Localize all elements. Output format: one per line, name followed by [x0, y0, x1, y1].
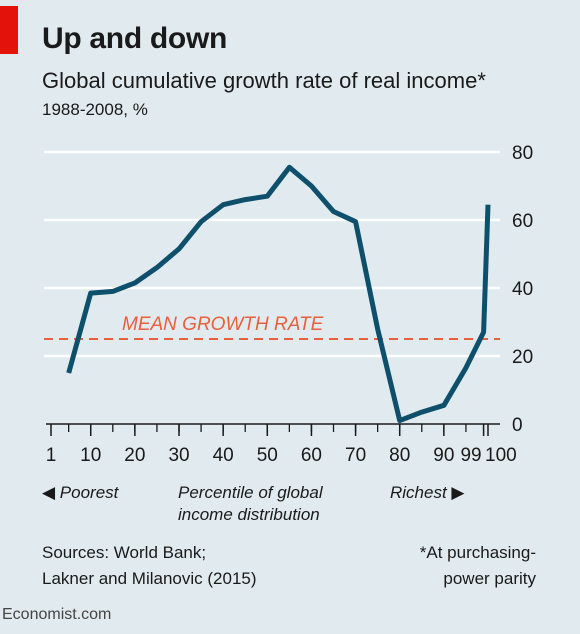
- income-growth-line: [66, 164, 491, 424]
- chart-title: Up and down: [42, 22, 228, 55]
- y-tick-label: 0: [512, 415, 523, 436]
- publisher-credit: Economist.com: [2, 606, 112, 623]
- source-note: Sources: World Bank; Lakner and Milanovi…: [42, 540, 257, 592]
- chart-subtitle: Global cumulative growth rate of real in…: [42, 68, 486, 93]
- line-chart: 0 20 40 60 80 1 10 20 30 40 50 60 70 80 90 99 100 MEAN G…: [44, 143, 533, 466]
- x-axis-title-line1: Percentile of global: [178, 483, 323, 502]
- x-tick-label: 99: [460, 445, 481, 466]
- accent-tag: [0, 6, 18, 54]
- footnote-line-2: power parity: [443, 569, 536, 588]
- x-tick-label: 30: [168, 445, 189, 466]
- x-tick-label: 60: [301, 445, 322, 466]
- footnote: *At purchasing- power parity: [420, 540, 536, 592]
- y-tick-label: 20: [512, 347, 533, 368]
- y-tick-label: 80: [512, 143, 533, 164]
- source-line-1: Sources: World Bank;: [42, 543, 207, 562]
- y-tick-label: 40: [512, 279, 533, 300]
- y-tick-label: 60: [512, 211, 533, 232]
- x-axis-title-line2: income distribution: [178, 505, 320, 524]
- poorest-label: ◀ Poorest: [42, 483, 119, 502]
- x-tick-label: 70: [345, 445, 366, 466]
- x-axis-title: Percentile of global income distribution: [178, 482, 323, 526]
- x-tick-label: 90: [433, 445, 454, 466]
- x-tick-label: 20: [124, 445, 145, 466]
- x-tick-label: 1: [46, 445, 57, 466]
- richest-label: Richest ▶: [390, 483, 465, 502]
- mean-growth-label: MEAN GROWTH RATE: [122, 314, 324, 335]
- x-tick-label: 100: [485, 445, 517, 466]
- x-tick-label: 80: [389, 445, 410, 466]
- chart-unit: 1988-2008, %: [42, 100, 148, 119]
- x-tick-label: 50: [257, 445, 278, 466]
- x-tick-label: 40: [213, 445, 234, 466]
- source-line-2: Lakner and Milanovic (2015): [42, 569, 257, 588]
- footnote-line-1: *At purchasing-: [419, 543, 536, 562]
- x-tick-label: 10: [80, 445, 101, 466]
